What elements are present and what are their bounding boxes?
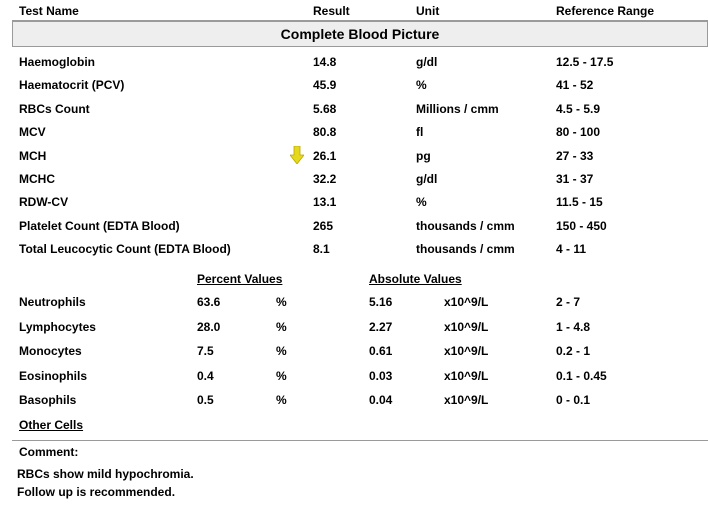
test-unit: g/dl bbox=[416, 172, 438, 186]
test-range: 41 - 52 bbox=[556, 78, 594, 92]
test-range: 150 - 450 bbox=[556, 219, 607, 233]
test-range: 4.5 - 5.9 bbox=[556, 102, 601, 116]
cell-name: Basophils bbox=[19, 393, 77, 407]
absolute-value: 0.03 bbox=[369, 369, 393, 383]
absolute-range: 0 - 0.1 bbox=[556, 393, 591, 407]
comment-label: Comment: bbox=[19, 445, 79, 459]
test-name: MCV bbox=[19, 125, 46, 139]
test-unit: thousands / cmm bbox=[416, 242, 515, 256]
header-unit: Unit bbox=[416, 4, 440, 18]
test-range: 11.5 - 15 bbox=[556, 195, 603, 209]
test-name: MCHC bbox=[19, 172, 55, 186]
absolute-range: 2 - 7 bbox=[556, 295, 581, 309]
test-range: 27 - 33 bbox=[556, 149, 594, 163]
test-name: Platelet Count (EDTA Blood) bbox=[19, 219, 180, 233]
absolute-range: 0.2 - 1 bbox=[556, 344, 591, 358]
absolute-value: 5.16 bbox=[369, 295, 393, 309]
percent-unit: % bbox=[276, 393, 287, 407]
absolute-value: 0.61 bbox=[369, 344, 393, 358]
percent-value: 0.5 bbox=[197, 393, 214, 407]
test-name: Haematocrit (PCV) bbox=[19, 78, 125, 92]
percent-unit: % bbox=[276, 344, 287, 358]
test-unit: g/dl bbox=[416, 55, 438, 69]
test-unit: % bbox=[416, 78, 427, 92]
test-range: 12.5 - 17.5 bbox=[556, 55, 614, 69]
test-result: 13.1 bbox=[313, 195, 337, 209]
test-result: 14.8 bbox=[313, 55, 337, 69]
percent-value: 28.0 bbox=[197, 320, 221, 334]
test-result: 5.68 bbox=[313, 102, 337, 116]
test-unit: % bbox=[416, 195, 427, 209]
test-result: 32.2 bbox=[313, 172, 337, 186]
other-cells-link: Other Cells bbox=[19, 418, 84, 432]
cell-name: Neutrophils bbox=[19, 295, 86, 309]
absolute-unit: x10^9/L bbox=[444, 369, 489, 383]
percent-value: 7.5 bbox=[197, 344, 214, 358]
test-result: 45.9 bbox=[313, 78, 337, 92]
absolute-value: 2.27 bbox=[369, 320, 393, 334]
test-unit: Millions / cmm bbox=[416, 102, 499, 116]
absolute-value: 0.04 bbox=[369, 393, 393, 407]
cell-name: Monocytes bbox=[19, 344, 82, 358]
test-result: 80.8 bbox=[313, 125, 337, 139]
test-range: 4 - 11 bbox=[556, 242, 587, 256]
comment-box: Comment: bbox=[12, 440, 708, 463]
test-unit: thousands / cmm bbox=[416, 219, 515, 233]
test-unit: fl bbox=[416, 125, 424, 139]
low-arrow-icon bbox=[290, 146, 304, 164]
absolute-unit: x10^9/L bbox=[444, 344, 489, 358]
test-result: 265 bbox=[313, 219, 334, 233]
test-name: MCH bbox=[19, 149, 47, 163]
percent-value: 63.6 bbox=[197, 295, 221, 309]
percent-unit: % bbox=[276, 295, 287, 309]
absolute-unit: x10^9/L bbox=[444, 393, 489, 407]
test-range: 80 - 100 bbox=[556, 125, 601, 139]
section-title: Complete Blood Picture bbox=[280, 26, 440, 42]
percent-value: 0.4 bbox=[197, 369, 214, 383]
absolute-unit: x10^9/L bbox=[444, 295, 489, 309]
cell-name: Eosinophils bbox=[19, 369, 88, 383]
test-result: 8.1 bbox=[313, 242, 330, 256]
absolute-unit: x10^9/L bbox=[444, 320, 489, 334]
test-unit: pg bbox=[416, 149, 431, 163]
test-name: Haemoglobin bbox=[19, 55, 96, 69]
header-result: Result bbox=[313, 4, 350, 18]
percent-values-header: Percent Values bbox=[197, 272, 283, 286]
comment-line-2: Follow up is recommended. bbox=[17, 485, 176, 499]
test-name: RBCs Count bbox=[19, 102, 90, 116]
absolute-range: 0.1 - 0.45 bbox=[556, 369, 607, 383]
comment-line-1: RBCs show mild hypochromia. bbox=[17, 467, 194, 481]
header-rule bbox=[12, 20, 708, 21]
test-name: RDW-CV bbox=[19, 195, 69, 209]
test-range: 31 - 37 bbox=[556, 172, 594, 186]
absolute-values-header: Absolute Values bbox=[369, 272, 462, 286]
cell-name: Lymphocytes bbox=[19, 320, 96, 334]
test-result: 26.1 bbox=[313, 149, 337, 163]
header-test-name: Test Name bbox=[19, 4, 79, 18]
test-name: Total Leucocytic Count (EDTA Blood) bbox=[19, 242, 231, 256]
percent-unit: % bbox=[276, 320, 287, 334]
section-title-bar: Complete Blood Picture bbox=[12, 21, 708, 47]
header-reference-range: Reference Range bbox=[556, 4, 655, 18]
absolute-range: 1 - 4.8 bbox=[556, 320, 591, 334]
percent-unit: % bbox=[276, 369, 287, 383]
